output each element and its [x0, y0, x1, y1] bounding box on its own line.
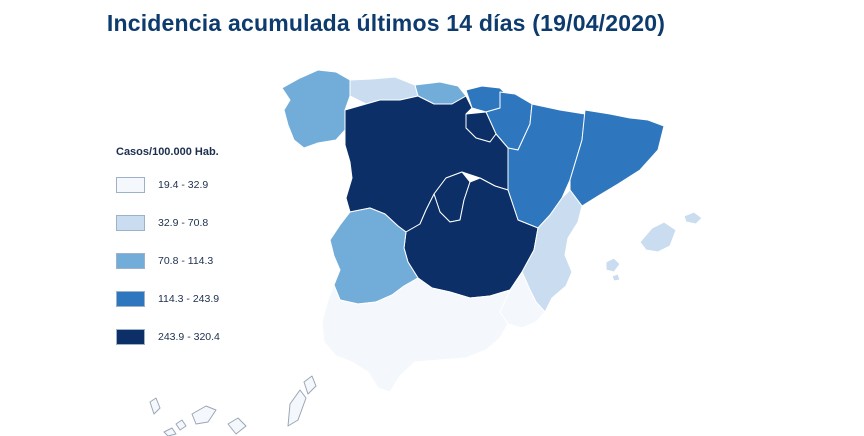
- region-catalunya[interactable]: [569, 109, 665, 207]
- legend-swatch-3: [116, 252, 145, 269]
- region-canarias-la-palma[interactable]: [149, 397, 161, 415]
- legend-item-5: 243.9 - 320.4: [116, 328, 296, 345]
- region-andalucia[interactable]: [321, 277, 511, 393]
- legend-label-4: 114.3 - 243.9: [158, 292, 220, 305]
- legend-label-1: 19.4 - 32.9: [158, 178, 209, 191]
- region-canarias-tenerife[interactable]: [191, 405, 217, 425]
- region-canarias-gran-canaria[interactable]: [227, 417, 247, 435]
- region-canarias-fuerteventura[interactable]: [287, 389, 307, 427]
- region-canarias-la-gomera[interactable]: [175, 419, 187, 431]
- legend-label-2: 32.9 - 70.8: [158, 216, 209, 229]
- legend-item-3: 70.8 - 114.3: [116, 252, 296, 269]
- legend-item-2: 32.9 - 70.8: [116, 214, 296, 231]
- legend-swatch-5: [116, 328, 145, 345]
- legend-item-1: 19.4 - 32.9: [116, 176, 296, 193]
- legend-swatch-1: [116, 176, 145, 193]
- region-galicia[interactable]: [281, 69, 351, 149]
- legend-item-4: 114.3 - 243.9: [116, 290, 296, 307]
- legend-swatch-2: [116, 214, 145, 231]
- legend-label-5: 243.9 - 320.4: [158, 330, 220, 343]
- legend: Casos/100.000 Hab. 19.4 - 32.9 32.9 - 70…: [116, 146, 296, 366]
- map-title: Incidencia acumulada últimos 14 días (19…: [106, 10, 666, 36]
- region-canarias-lanzarote[interactable]: [303, 375, 317, 395]
- region-baleares-ibiza[interactable]: [605, 257, 621, 273]
- legend-title: Casos/100.000 Hab.: [116, 146, 219, 158]
- region-baleares-formentera[interactable]: [611, 273, 621, 282]
- region-baleares-menorca[interactable]: [683, 211, 703, 225]
- region-baleares-mallorca[interactable]: [639, 221, 677, 253]
- legend-label-3: 70.8 - 114.3: [158, 254, 214, 267]
- region-canarias-el-hierro[interactable]: [163, 427, 177, 436]
- legend-swatch-4: [116, 290, 145, 307]
